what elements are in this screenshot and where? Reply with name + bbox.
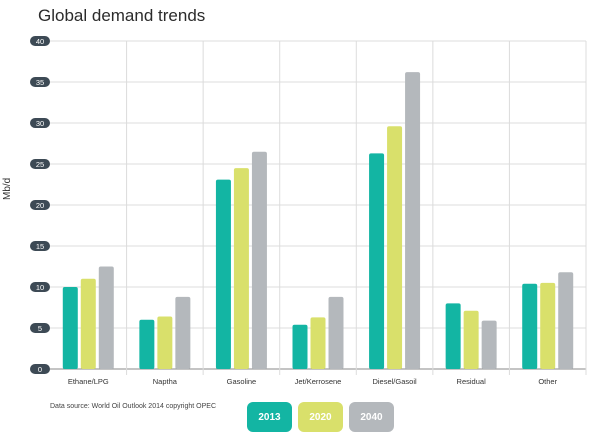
x-tick-label: Residual <box>457 377 487 386</box>
bar-2040-Diesel/Gasoil <box>405 72 421 369</box>
y-tick-label: 15 <box>36 242 44 251</box>
x-tick-label: Ethane/LPG <box>68 377 109 386</box>
x-tick-label: Jet/Kerrosene <box>295 377 342 386</box>
x-tick-label: Naptha <box>153 377 178 386</box>
x-tick-label: Other <box>538 377 557 386</box>
bar-2013-Residual <box>445 303 461 369</box>
bar-2040-Ethane/LPG <box>98 266 114 369</box>
bar-2020-Residual <box>463 310 479 369</box>
y-tick-label: 0 <box>38 365 42 374</box>
bar-2020-Diesel/Gasoil <box>387 126 403 369</box>
y-tick-label: 30 <box>36 119 44 128</box>
y-tick-label: 20 <box>36 201 44 210</box>
bar-2013-Jet/Kerrosene <box>292 324 308 369</box>
bar-2013-Gasoline <box>215 179 231 369</box>
bar-2020-Jet/Kerrosene <box>310 317 326 369</box>
x-tick-label: Gasoline <box>227 377 257 386</box>
x-tick-layer: Ethane/LPG Naptha Gasoline Jet/Kerrosene Die… <box>68 377 558 386</box>
y-tick: 30 <box>30 118 50 128</box>
bar-2013-Naptha <box>139 319 155 369</box>
y-tick: 35 <box>30 77 50 87</box>
bars-layer <box>62 72 574 369</box>
x-tick-label: Diesel/Gasoil <box>372 377 417 386</box>
y-tick-label: 25 <box>36 160 44 169</box>
y-tick: 15 <box>30 241 50 251</box>
y-tick: 10 <box>30 282 50 292</box>
y-tick: 0 <box>30 364 50 374</box>
y-tick: 5 <box>30 323 50 333</box>
y-tick: 40 <box>30 36 50 46</box>
bar-2040-Other <box>558 272 574 369</box>
y-tick-label: 35 <box>36 78 44 87</box>
bar-2013-Ethane/LPG <box>62 287 78 369</box>
bar-2020-Gasoline <box>233 168 249 369</box>
y-tick-label: 40 <box>36 37 44 46</box>
bar-2020-Ethane/LPG <box>80 278 96 369</box>
y-tick: 20 <box>30 200 50 210</box>
y-tick-label: 10 <box>36 283 44 292</box>
chart-title: Global demand trends <box>38 6 206 25</box>
bar-2013-Other <box>522 283 538 369</box>
legend-item-2040[interactable]: 2040 <box>349 402 394 432</box>
legend-item-2013[interactable]: 2013 <box>247 402 292 432</box>
y-tick-label: 5 <box>38 324 42 333</box>
y-tick-layer: 0 5 10 15 20 25 30 35 40 <box>30 36 50 374</box>
grid-layer <box>50 40 587 375</box>
bar-2040-Jet/Kerrosene <box>328 296 344 369</box>
bar-2040-Residual <box>481 320 497 369</box>
bar-2040-Naptha <box>175 296 191 369</box>
bar-2040-Gasoline <box>251 151 267 369</box>
bar-2013-Diesel/Gasoil <box>369 153 385 369</box>
bar-2020-Other <box>540 282 556 369</box>
y-tick: 25 <box>30 159 50 169</box>
legend-item-2020[interactable]: 2020 <box>298 402 343 432</box>
data-source-note: Data source: World Oil Outlook 2014 copy… <box>50 403 217 410</box>
bar-2020-Naptha <box>157 316 173 369</box>
